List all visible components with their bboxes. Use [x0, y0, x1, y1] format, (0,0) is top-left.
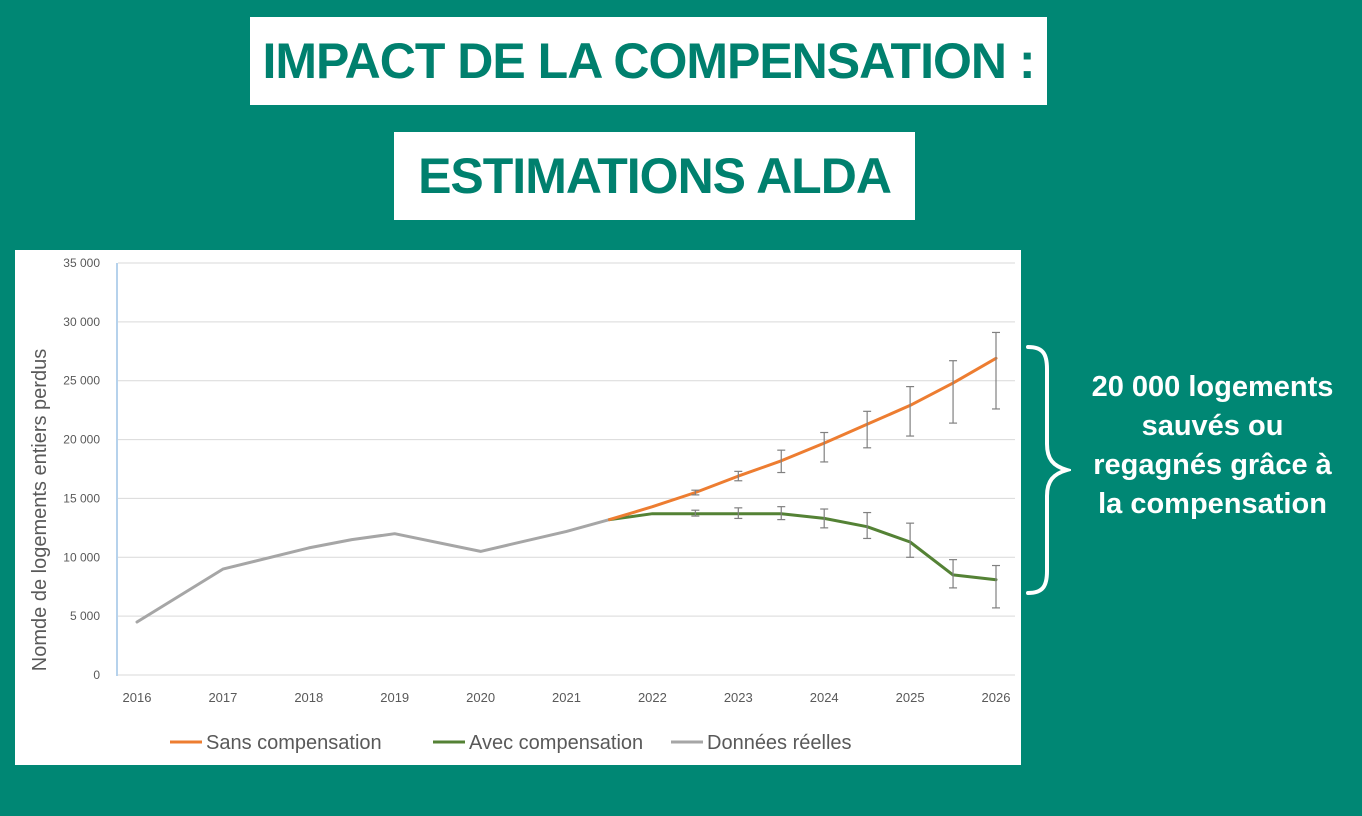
annotation-line: regagnés grâce à — [1093, 449, 1332, 481]
x-tick-label: 2025 — [896, 690, 925, 705]
annotation-line: 20 000 logements — [1091, 371, 1334, 403]
x-tick-label: 2024 — [810, 690, 839, 705]
legend-label-reelles: Données réelles — [707, 732, 852, 754]
title-line-1: IMPACT DE LA COMPENSATION : — [250, 17, 1047, 105]
y-tick-label: 30 000 — [63, 315, 100, 329]
title-line-2: ESTIMATIONS ALDA — [394, 132, 915, 220]
curly-brace-icon — [1026, 345, 1071, 595]
y-tick-label: 15 000 — [63, 491, 100, 505]
x-tick-label: 2017 — [208, 690, 237, 705]
y-tick-label: 20 000 — [63, 433, 100, 447]
series-line-reelles — [135, 518, 611, 624]
x-tick-label: 2021 — [552, 690, 581, 705]
x-tick-label: 2020 — [466, 690, 495, 705]
chart: 0 5 000 10 000 15 000 20 000 25 000 30 000 35 0… — [29, 256, 1015, 754]
chart-panel: 0 5 000 10 000 15 000 20 000 25 000 30 000 35 0… — [15, 250, 1021, 765]
legend: Sans compensation Avec compensation Donnée… — [170, 732, 852, 754]
axes — [116, 263, 1015, 676]
annotation-line: la compensation — [1098, 488, 1327, 520]
series-lines — [135, 356, 998, 624]
y-tick-label: 25 000 — [63, 374, 100, 388]
x-tick-label: 2018 — [294, 690, 323, 705]
annotation-line: sauvés ou — [1141, 410, 1284, 442]
x-tick-label: 2022 — [638, 690, 667, 705]
y-tick-label: 35 000 — [63, 256, 100, 270]
legend-label-sans: Sans compensation — [206, 732, 382, 754]
series-line-avec — [608, 512, 998, 582]
tick-labels: 0 5 000 10 000 15 000 20 000 25 000 30 000 35 0… — [63, 256, 1010, 705]
legend-label-avec: Avec compensation — [469, 732, 643, 754]
series-line-sans — [608, 356, 998, 522]
y-tick-label: 5 000 — [70, 609, 100, 623]
annotation-text: 20 000 logements sauvés ou regagnés grâc… — [1065, 368, 1360, 524]
x-tick-label: 2019 — [380, 690, 409, 705]
y-tick-label: 10 000 — [63, 550, 100, 564]
y-tick-label: 0 — [93, 668, 100, 682]
error-bars — [691, 331, 1000, 609]
x-tick-label: 2026 — [982, 690, 1011, 705]
y-axis-label: Nomde de logements entiers perdus — [29, 349, 51, 671]
x-tick-label: 2016 — [123, 690, 152, 705]
x-tick-label: 2023 — [724, 690, 753, 705]
